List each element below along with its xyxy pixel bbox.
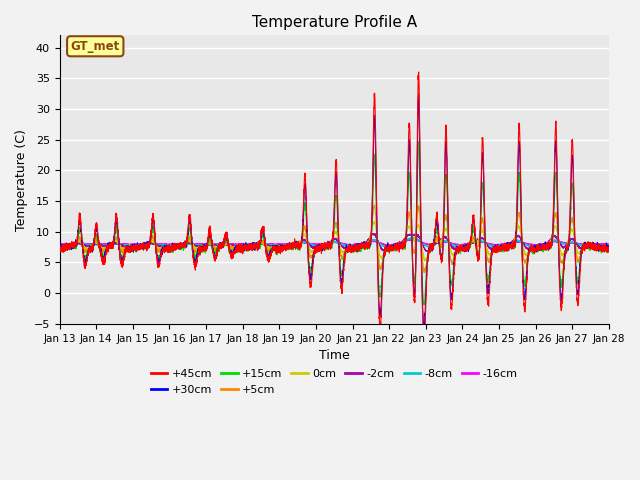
Legend: +45cm, +30cm, +15cm, +5cm, 0cm, -2cm, -8cm, -16cm: +45cm, +30cm, +15cm, +5cm, 0cm, -2cm, -8…: [146, 365, 522, 399]
X-axis label: Time: Time: [319, 349, 349, 362]
Title: Temperature Profile A: Temperature Profile A: [252, 15, 417, 30]
Y-axis label: Temperature (C): Temperature (C): [15, 129, 28, 230]
Text: GT_met: GT_met: [70, 40, 120, 53]
